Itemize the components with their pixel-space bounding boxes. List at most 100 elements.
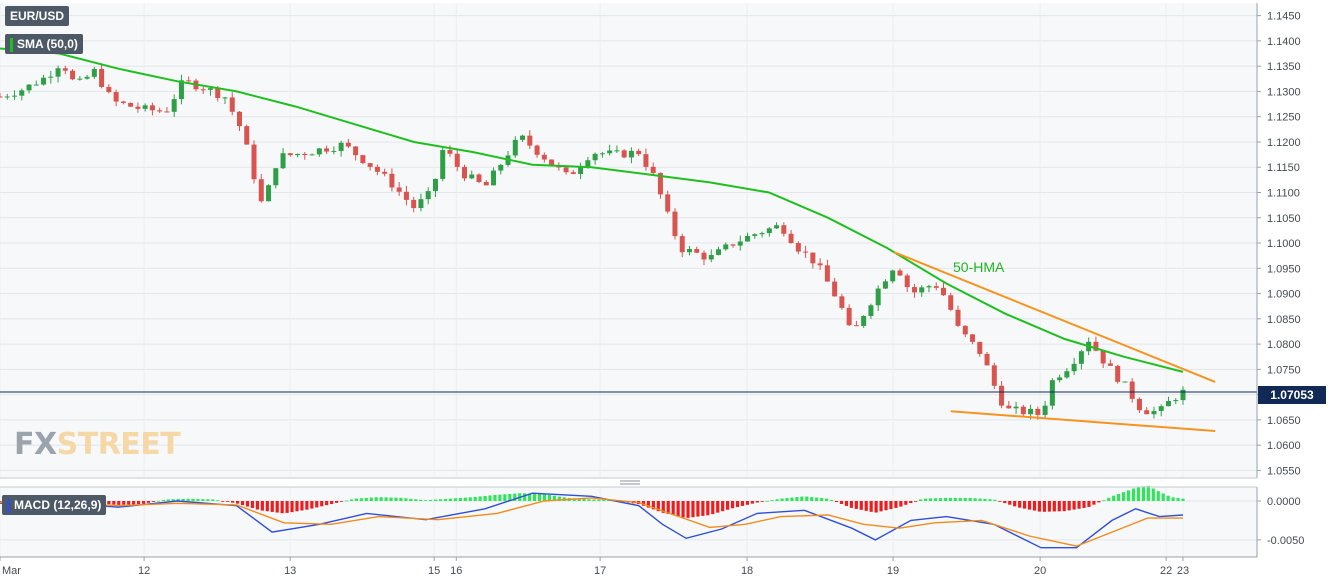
macd-label-text: MACD (12,26,9) bbox=[14, 498, 102, 512]
candle-body bbox=[229, 97, 235, 112]
candle bbox=[432, 178, 438, 198]
macd-histogram-bar bbox=[859, 501, 863, 510]
candle bbox=[933, 282, 939, 291]
candle bbox=[520, 134, 526, 142]
candle-body bbox=[1136, 398, 1142, 411]
macd-histogram-bar bbox=[1057, 501, 1061, 512]
macd-histogram-bar bbox=[839, 501, 844, 504]
price-tick-label: 1.0850 bbox=[1267, 314, 1301, 326]
macd-histogram-bar bbox=[914, 501, 918, 502]
macd-histogram-bar bbox=[1126, 490, 1131, 501]
candle-body bbox=[353, 146, 359, 156]
candle-body bbox=[1165, 401, 1171, 407]
candle-body bbox=[1028, 408, 1034, 415]
macd-histogram-bar bbox=[879, 501, 883, 512]
candle-body bbox=[788, 233, 794, 244]
candle-body bbox=[324, 148, 330, 152]
macd-histogram-bar bbox=[433, 499, 438, 501]
trendline-lower[interactable] bbox=[950, 410, 1216, 433]
candle bbox=[527, 130, 533, 150]
candle-body bbox=[331, 150, 337, 152]
candle-body bbox=[266, 185, 272, 202]
candle-body bbox=[839, 296, 845, 308]
macd-histogram-bar bbox=[1092, 501, 1096, 505]
macd-histogram-bar bbox=[780, 498, 784, 501]
candle bbox=[374, 164, 380, 176]
candle bbox=[512, 136, 518, 158]
candle bbox=[991, 362, 997, 390]
candle bbox=[396, 181, 402, 196]
macd-histogram-bar bbox=[419, 499, 423, 501]
candle-body bbox=[716, 249, 722, 255]
macd-histogram-bar bbox=[1141, 486, 1146, 501]
candle-body bbox=[360, 155, 366, 164]
candle-body bbox=[599, 153, 605, 155]
candle bbox=[708, 249, 714, 263]
candle-body bbox=[237, 111, 243, 127]
candle bbox=[1180, 386, 1186, 405]
macd-histogram-bar bbox=[1181, 498, 1185, 501]
candle-body bbox=[1180, 389, 1186, 401]
macd-histogram-bar bbox=[1008, 501, 1012, 505]
candle bbox=[1078, 349, 1084, 370]
macd-histogram-bar bbox=[641, 501, 646, 506]
candle-body bbox=[280, 153, 286, 169]
candle-body bbox=[803, 251, 809, 253]
symbol-label[interactable]: EUR/USD bbox=[5, 6, 70, 26]
pane-splitter-handle[interactable] bbox=[620, 480, 640, 485]
macd-histogram-bar bbox=[676, 501, 680, 517]
trendline-upper[interactable] bbox=[893, 251, 1216, 383]
candle-body bbox=[1057, 377, 1063, 381]
candle bbox=[41, 74, 47, 86]
candle-body bbox=[1013, 406, 1019, 409]
candle bbox=[425, 187, 431, 205]
macd-histogram-bar bbox=[651, 501, 655, 510]
candle bbox=[120, 100, 126, 105]
macd-histogram-bar bbox=[874, 501, 878, 513]
candle bbox=[403, 185, 409, 206]
candle bbox=[149, 102, 155, 116]
macd-axis[interactable]: 0.0000 -0.0050 bbox=[1257, 496, 1304, 547]
candle-body bbox=[461, 166, 467, 179]
macd-histogram-bar bbox=[661, 501, 665, 513]
price-axis[interactable]: 1.1450 1.1400 1.1350 1.1300 1.1250 1.1200 1.11… bbox=[1257, 11, 1301, 478]
candle-body bbox=[520, 135, 526, 140]
macd-histogram-bar bbox=[498, 494, 502, 501]
candle-body bbox=[106, 86, 112, 93]
time-tick-label: 12 bbox=[138, 565, 150, 577]
time-tick-label: 16 bbox=[450, 565, 462, 577]
candle bbox=[970, 333, 976, 345]
macd-histogram-bar bbox=[305, 501, 309, 510]
macd-histogram-bar bbox=[107, 501, 111, 505]
macd-histogram-bar bbox=[760, 501, 764, 502]
macd-histogram-bar bbox=[884, 501, 888, 511]
candle bbox=[77, 75, 83, 81]
candle bbox=[911, 283, 917, 298]
candle-body bbox=[215, 88, 221, 98]
candle bbox=[19, 88, 25, 101]
macd-histogram-bar bbox=[156, 500, 160, 502]
macd-indicator-label[interactable]: MACD (12,26,9) bbox=[2, 495, 107, 515]
candle-body bbox=[730, 244, 736, 246]
candle-body bbox=[41, 77, 47, 85]
candle bbox=[1020, 404, 1026, 417]
sma-indicator-label[interactable]: SMA (50,0) bbox=[5, 34, 83, 54]
macd-histogram-bar bbox=[196, 498, 200, 501]
macd-histogram-bar bbox=[1136, 487, 1141, 501]
candle bbox=[367, 162, 373, 171]
macd-histogram-bar bbox=[1062, 501, 1066, 512]
candle-body bbox=[723, 244, 729, 250]
macd-histogram-bar bbox=[1156, 491, 1160, 501]
macd-histogram-bar bbox=[458, 497, 462, 501]
candle bbox=[476, 173, 482, 184]
macd-histogram-bar bbox=[453, 498, 457, 501]
time-axis[interactable]: Mar 12 13 15 16 17 18 19 20 22 23 bbox=[0, 557, 1189, 577]
price-tick-label: 1.1450 bbox=[1267, 11, 1301, 23]
macd-pane-background bbox=[0, 487, 1257, 557]
macd-histogram-bar bbox=[201, 499, 205, 501]
candle-body bbox=[810, 252, 816, 264]
candle bbox=[549, 159, 555, 166]
candle bbox=[570, 169, 576, 175]
candle bbox=[679, 233, 685, 258]
